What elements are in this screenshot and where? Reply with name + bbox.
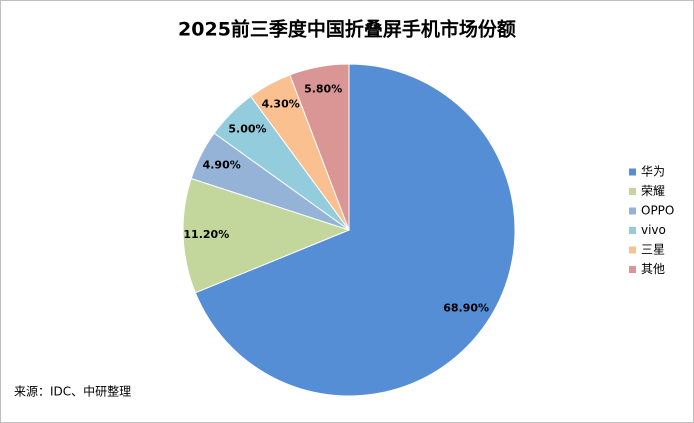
legend-swatch xyxy=(629,266,636,273)
legend-swatch xyxy=(629,227,636,234)
data-label: 4.90% xyxy=(203,158,241,171)
legend-swatch xyxy=(629,207,636,215)
data-label: 5.80% xyxy=(304,83,342,96)
data-label: 11.20% xyxy=(183,228,229,241)
data-label: 5.00% xyxy=(228,123,266,136)
legend-label: vivo xyxy=(641,223,666,237)
data-label: 4.30% xyxy=(262,98,300,111)
data-label: 68.90% xyxy=(443,302,489,315)
pie-slice xyxy=(182,177,351,294)
source-note: 来源：IDC、中研整理 xyxy=(14,384,131,399)
chart-title: 2025前三季度中国折叠屏手机市场份额 xyxy=(178,18,516,41)
legend-label: 其他 xyxy=(641,262,665,276)
pie-slice xyxy=(194,63,516,397)
legend-label: OPPO xyxy=(641,204,674,218)
legend-label: 华为 xyxy=(641,165,665,179)
pie-slice xyxy=(289,63,350,231)
legend-label: 三星 xyxy=(641,243,665,257)
legend-swatch xyxy=(629,168,636,176)
legend-swatch xyxy=(629,246,636,254)
legend-swatch xyxy=(629,188,636,195)
legend-label: 荣耀 xyxy=(641,184,665,198)
